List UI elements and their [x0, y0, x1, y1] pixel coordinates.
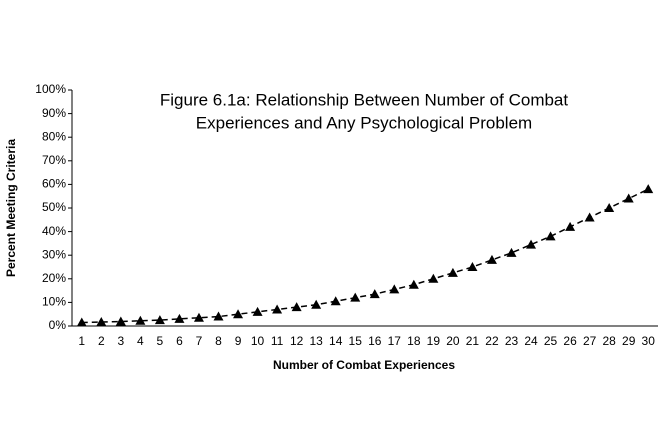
x-tick-label: 28: [602, 334, 616, 348]
data-marker: [506, 247, 517, 257]
y-tick-label: 60%: [42, 177, 66, 191]
data-marker: [447, 267, 458, 277]
x-tick-label: 22: [485, 334, 499, 348]
data-marker: [252, 306, 263, 316]
x-tick-label: 24: [524, 334, 538, 348]
data-marker: [369, 289, 380, 299]
data-marker: [604, 203, 615, 212]
chart-title: Experiences and Any Psychological Proble…: [196, 113, 532, 132]
x-tick-label: 14: [329, 334, 343, 348]
data-marker: [291, 302, 302, 312]
x-tick-label: 8: [215, 334, 222, 348]
data-marker: [428, 273, 439, 283]
x-tick-label: 9: [235, 334, 242, 348]
x-tick-label: 2: [98, 334, 105, 348]
y-tick-label: 0%: [49, 318, 67, 332]
data-marker: [213, 311, 224, 321]
x-tick-label: 30: [642, 334, 656, 348]
data-marker: [330, 296, 341, 306]
x-tick-label: 13: [309, 334, 323, 348]
x-tick-label: 15: [349, 334, 363, 348]
data-marker: [154, 315, 165, 325]
data-marker: [193, 312, 204, 322]
x-tick-label: 11: [271, 334, 284, 348]
y-tick-label: 50%: [42, 200, 66, 214]
x-tick-label: 25: [544, 334, 558, 348]
data-marker: [174, 313, 185, 323]
x-tick-label: 23: [505, 334, 519, 348]
data-marker: [623, 193, 634, 203]
data-marker: [389, 284, 400, 294]
data-marker: [233, 309, 244, 319]
x-tick-label: 5: [157, 334, 164, 348]
x-tick-label: 3: [117, 334, 124, 348]
x-tick-label: 12: [290, 334, 304, 348]
data-marker: [96, 316, 107, 326]
data-marker: [545, 231, 556, 241]
data-line: [81, 188, 649, 324]
data-marker: [467, 262, 478, 271]
y-tick-label: 10%: [42, 295, 66, 309]
data-marker: [272, 304, 283, 314]
x-tick-label: 7: [196, 334, 203, 348]
x-tick-label: 6: [176, 334, 183, 348]
data-marker: [311, 299, 322, 309]
x-tick-label: 16: [368, 334, 382, 348]
y-tick-label: 40%: [42, 224, 66, 238]
x-tick-label: 21: [466, 334, 480, 348]
x-tick-label: 18: [407, 334, 421, 348]
x-tick-label: 4: [137, 334, 144, 348]
x-tick-label: 10: [251, 334, 265, 348]
y-tick-label: 100%: [35, 82, 66, 96]
x-tick-label: 20: [446, 334, 460, 348]
x-tick-label: 1: [78, 334, 85, 348]
chart-title: Figure 6.1a: Relationship Between Number…: [160, 90, 568, 109]
data-marker: [408, 279, 419, 289]
y-tick-label: 80%: [42, 129, 66, 143]
x-tick-label: 27: [583, 334, 597, 348]
y-tick-label: 70%: [42, 153, 66, 167]
x-axis-title: Number of Combat Experiences: [273, 358, 455, 372]
y-tick-label: 30%: [42, 247, 66, 261]
data-marker: [135, 315, 146, 325]
x-tick-label: 17: [388, 334, 402, 348]
data-marker: [565, 221, 576, 231]
data-marker: [350, 292, 361, 302]
x-tick-label: 19: [427, 334, 441, 348]
data-marker: [486, 254, 497, 264]
y-tick-label: 90%: [42, 106, 66, 120]
y-tick-label: 20%: [42, 271, 66, 285]
data-marker: [76, 317, 87, 327]
data-marker: [643, 184, 654, 194]
data-marker: [115, 316, 126, 326]
x-tick-label: 26: [563, 334, 577, 348]
x-tick-label: 29: [622, 334, 636, 348]
data-marker: [526, 239, 537, 249]
y-axis-title: Percent Meeting Criteria: [4, 139, 18, 277]
data-marker: [584, 212, 595, 222]
